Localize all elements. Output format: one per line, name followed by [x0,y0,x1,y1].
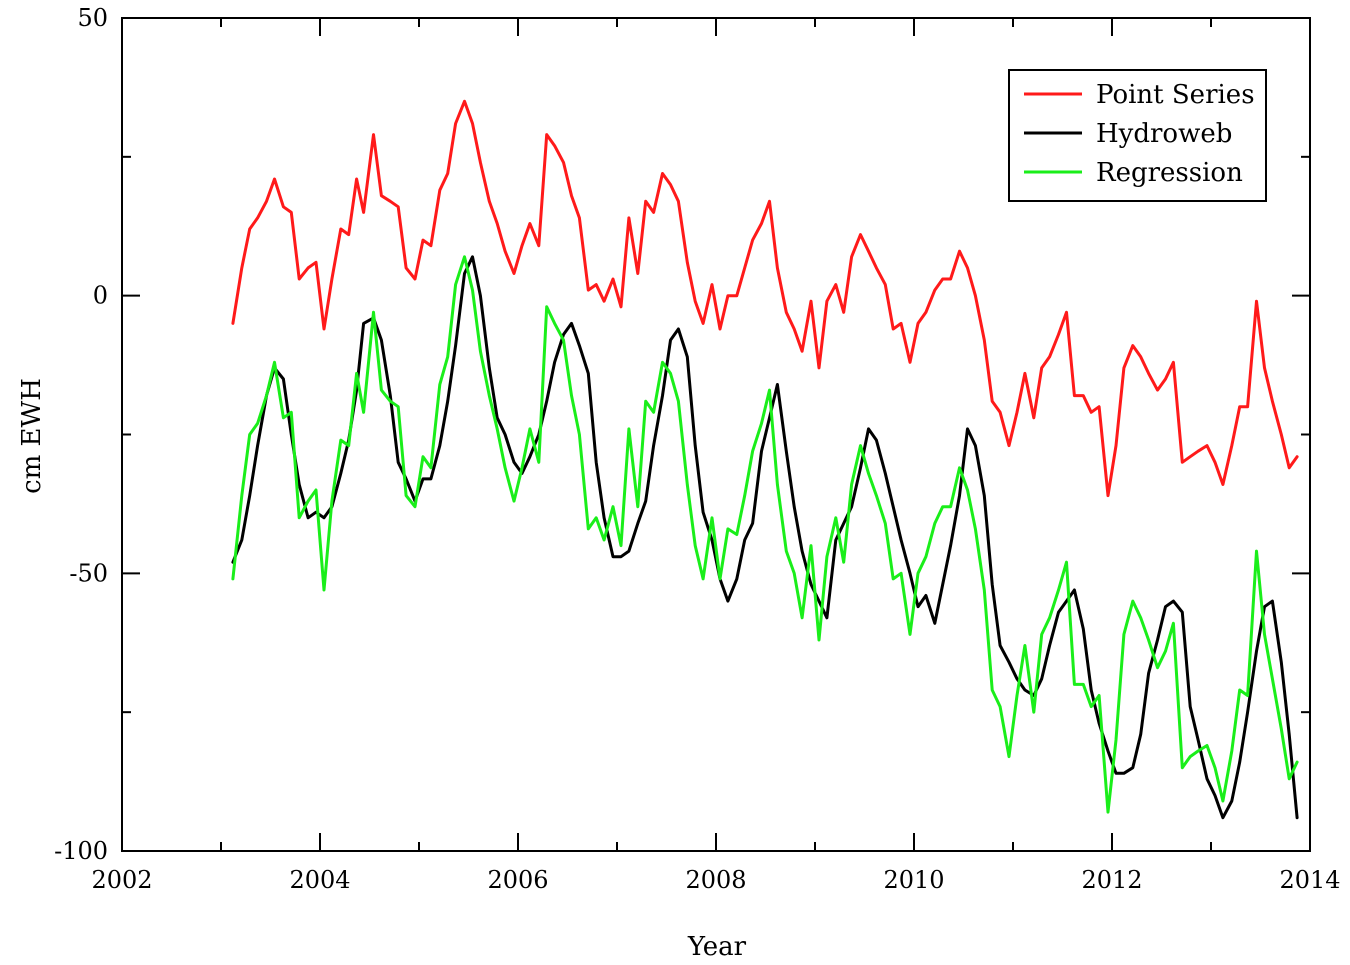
series-line-hydroweb [231,255,1299,820]
legend-box [1008,69,1267,202]
x-tick-label: 2006 [487,866,548,894]
legend: Point Series Hydroweb Regression [1008,69,1267,202]
legend-label-point-series: Point Series [1096,80,1255,110]
y-tick-label: 50 [77,4,108,32]
x-tick-label: 2010 [883,866,944,894]
tick-labels: 2002 2004 2006 2008 2010 2012 2014 -100 -50 0 50 [54,4,1340,894]
series-line-point-series [231,99,1299,498]
y-axis-title: cm EWH [17,378,47,494]
legend-label-hydroweb: Hydroweb [1096,119,1232,149]
x-tick-label: 2012 [1081,866,1142,894]
y-tick-label: -50 [69,559,108,587]
x-tick-label: 2014 [1279,866,1340,894]
series-layer [231,99,1299,820]
x-tick-label: 2002 [91,866,152,894]
legend-label-regression: Regression [1096,158,1243,188]
axes-layer [121,17,1311,852]
x-tick-label: 2008 [685,866,746,894]
series-line-regression [231,255,1299,814]
y-tick-label: 0 [93,282,108,310]
x-tick-label: 2004 [289,866,350,894]
x-axis-title: Year [687,932,747,962]
y-tick-label: -100 [54,837,108,865]
